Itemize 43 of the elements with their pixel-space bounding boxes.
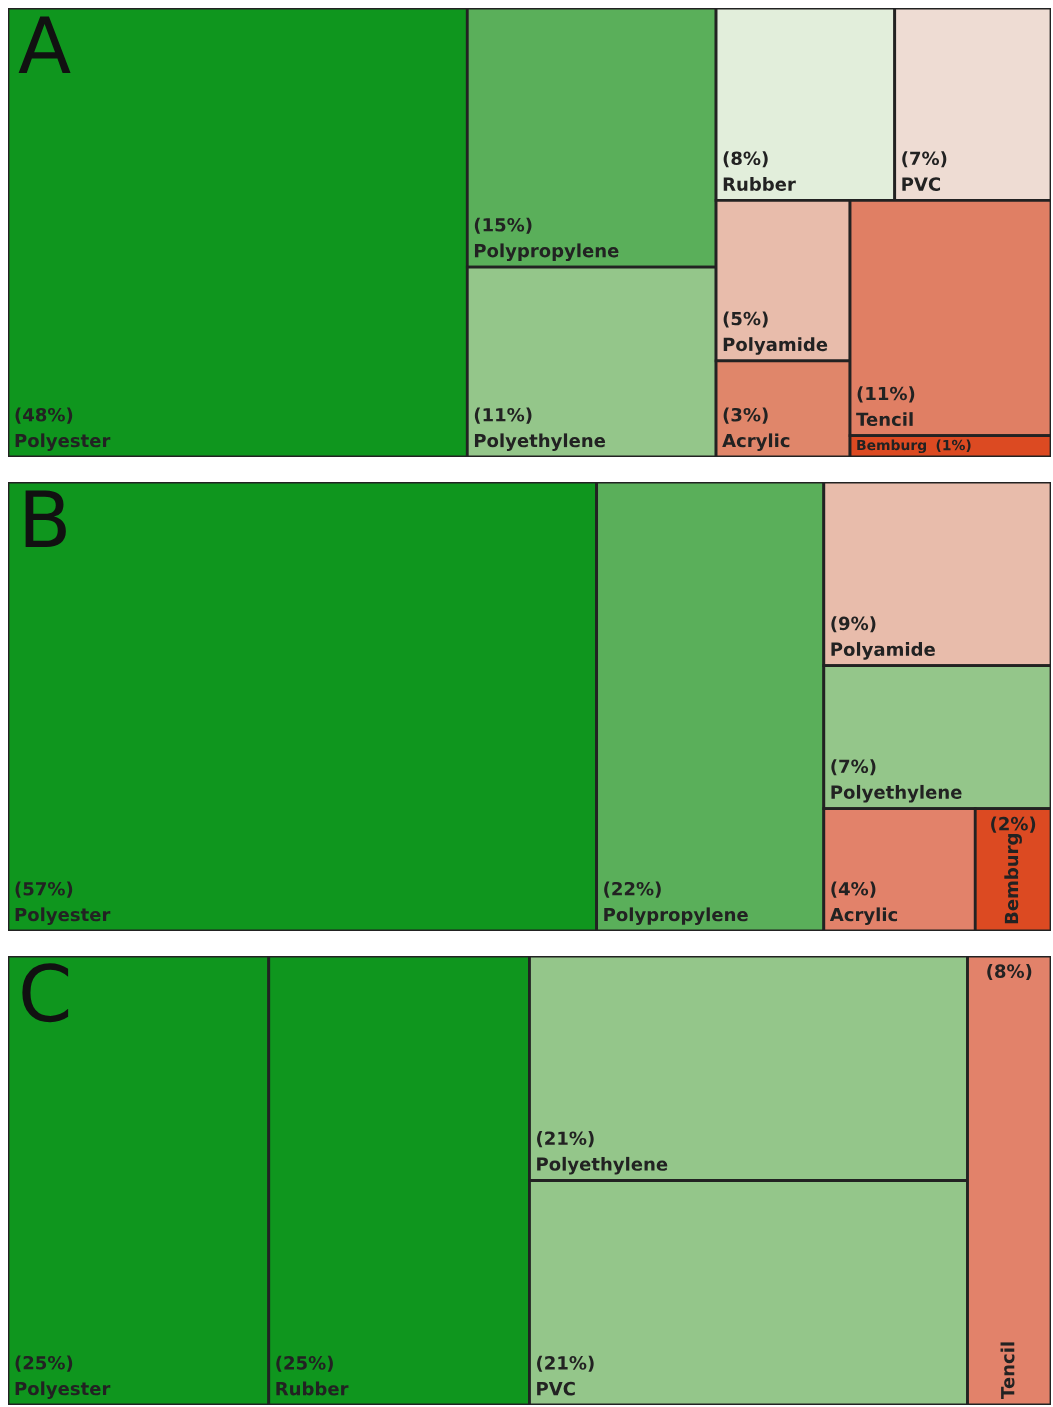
- category-label: Acrylic: [722, 433, 790, 451]
- data-label: (15%): [474, 217, 532, 234]
- data-label: (11%): [474, 407, 532, 424]
- data-label: (3%): [723, 407, 768, 424]
- data-label: (7%): [831, 759, 876, 776]
- data-label: (57%): [15, 881, 73, 898]
- data-label: (25%): [15, 1355, 73, 1372]
- data-label: (48%): [15, 407, 73, 424]
- data-label: (8%): [723, 151, 768, 168]
- category-label: Polyester: [15, 907, 111, 925]
- category-label: Acrylic: [829, 907, 898, 925]
- text: B: [25, 490, 66, 548]
- category-label: Tencil: [856, 412, 913, 427]
- category-label: Polyethylene: [831, 784, 962, 803]
- category-label: Rubber: [276, 1381, 349, 1396]
- category-label: Polypropylene: [474, 243, 619, 262]
- data-label: (8%): [987, 964, 1032, 981]
- category-label: Polyethylene: [474, 433, 606, 451]
- category-label: Polyester: [15, 433, 111, 451]
- data-label: (4%): [831, 881, 876, 898]
- category-label: Polypropylene: [604, 907, 748, 925]
- data-label: (1%): [936, 439, 971, 452]
- category-label: Rubber: [723, 176, 796, 191]
- category-label: Polyamide: [831, 642, 935, 660]
- data-label: (25%): [276, 1355, 333, 1372]
- data-label: (11%): [857, 386, 915, 403]
- category-label: Tencil: [1000, 1342, 1015, 1399]
- text: C: [22, 963, 69, 1023]
- category-label: Polyamide: [723, 337, 828, 355]
- data-label: (9%): [831, 616, 876, 633]
- data-label: (21%): [537, 1131, 594, 1148]
- data-label: (22%): [604, 881, 661, 898]
- category-label: Bemburg: [1004, 834, 1022, 924]
- category-label: Polyethylene: [537, 1156, 668, 1175]
- data-label: (21%): [537, 1355, 594, 1372]
- category-label: Polyester: [15, 1381, 111, 1399]
- text: A: [18, 16, 71, 74]
- data-label: (7%): [902, 151, 947, 168]
- category-label: PVC: [902, 177, 941, 191]
- category-label: PVC: [537, 1381, 575, 1396]
- data-label: (2%): [991, 816, 1036, 833]
- category-label: Bemburg: [857, 439, 926, 454]
- data-label: (5%): [723, 311, 768, 328]
